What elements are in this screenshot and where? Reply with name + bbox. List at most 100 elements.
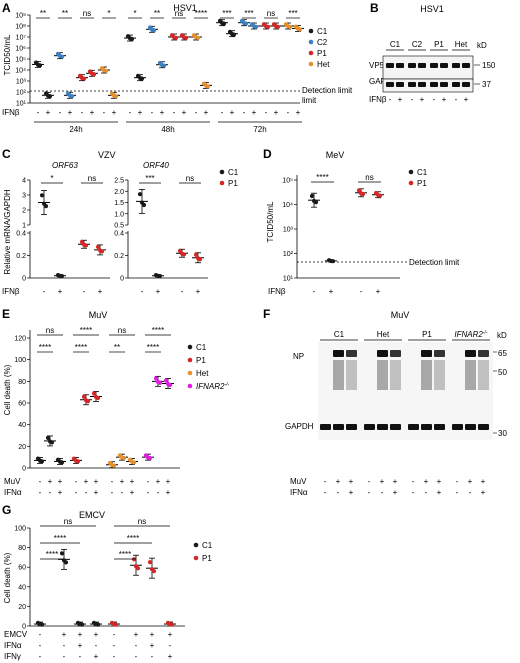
ifn-minus: -	[265, 108, 268, 117]
band-np	[465, 350, 476, 357]
panel-a: A HSV1 TCID50/mL 10⁹ 10⁸ 10⁷ 10⁶ 10⁵ 10⁴ 10³ 10…	[2, 1, 353, 134]
emcv-sign: +	[78, 630, 83, 639]
panel-c-gene-orf63: ORF63	[52, 161, 78, 170]
panel-b-label: B	[370, 1, 379, 15]
sig-label: ns	[64, 517, 72, 526]
legend-marker-P1	[193, 555, 199, 561]
y-tick-label: 60	[18, 401, 26, 408]
ifn-minus: -	[433, 95, 436, 104]
group-C2-plus	[64, 91, 76, 99]
data-point	[155, 379, 161, 384]
legend-label-Het: Het	[317, 60, 330, 69]
sig-label: *	[50, 174, 53, 183]
ifn-sign: +	[130, 488, 135, 497]
panel-g-title: EMCV	[79, 510, 105, 520]
lane-label-Het: Het	[455, 40, 468, 49]
panel-c-label: C	[2, 147, 11, 161]
panel-d-detection-limit: Detection limit	[409, 258, 460, 267]
group	[152, 273, 164, 279]
panel-d-label: D	[263, 147, 272, 161]
panel-f-row-ifna: IFNα	[290, 488, 308, 497]
data-point	[149, 27, 155, 32]
legend-marker-Het	[308, 61, 314, 67]
band-smear	[478, 360, 489, 390]
ifn-plus: +	[138, 108, 143, 117]
group-P1-minus	[168, 33, 180, 41]
data-point	[133, 564, 139, 569]
data-point	[328, 258, 334, 264]
panel-f-band-gapdh: GAPDH	[285, 422, 314, 431]
data-point	[81, 394, 87, 399]
ifn-sign: -	[456, 488, 459, 497]
data-point	[89, 71, 95, 76]
band-smear	[346, 360, 357, 390]
emcv-sign: -	[39, 630, 42, 639]
ifn-sign: -	[147, 488, 150, 497]
ifn-minus: -	[411, 95, 414, 104]
legend-label-P1: P1	[196, 356, 206, 365]
ifn-sign: -	[75, 488, 78, 497]
band-smear	[434, 360, 445, 390]
group-P1-plus	[86, 69, 98, 77]
y-tick-label: 10⁴	[282, 202, 293, 209]
y-tick-label: 0	[22, 276, 26, 283]
group-Het-plus	[200, 81, 212, 89]
ifn-sign: -	[337, 488, 340, 497]
legend-label-P1: P1	[202, 554, 212, 563]
sig-label: ****	[46, 550, 58, 559]
data-point	[149, 567, 155, 572]
group	[38, 190, 50, 215]
ifna-sign: -	[39, 641, 42, 650]
sig-label: ****	[80, 326, 92, 335]
data-point	[309, 193, 315, 199]
data-point	[93, 622, 99, 627]
ifn-plus: +	[90, 108, 95, 117]
ifn-plus: +	[182, 108, 187, 117]
group-P1-minus	[76, 73, 88, 82]
data-point	[127, 36, 133, 41]
y-tick-label: 40	[18, 584, 26, 591]
panel-b-ifn-label: IFNβ	[369, 95, 387, 104]
group	[58, 548, 70, 570]
ifn-sign: -	[121, 488, 124, 497]
ifn-minus: -	[129, 108, 132, 117]
ifn-plus: +	[98, 287, 103, 296]
panel-e-row-muv: MuV	[4, 477, 21, 486]
panel-f-kd: kD	[497, 331, 507, 340]
group-Het-plus	[108, 91, 120, 99]
ifn-sign: +	[166, 488, 171, 497]
panel-f-row-muv: MuV	[290, 477, 307, 486]
band-vp5	[430, 63, 438, 68]
group-C1-plus	[42, 91, 54, 99]
ifn-minus: -	[243, 108, 246, 117]
group	[152, 375, 164, 387]
data-point	[91, 391, 97, 396]
band-gapdh	[320, 424, 331, 430]
ifn-minus: -	[141, 287, 144, 296]
band-gapdh	[364, 424, 375, 430]
data-point	[311, 198, 317, 203]
y-tick-label: 1.0	[114, 211, 124, 218]
ifn-sign: +	[437, 488, 442, 497]
ifn-plus: +	[464, 95, 469, 104]
data-point	[109, 462, 115, 468]
group-Het-minus	[190, 33, 202, 41]
data-point	[93, 394, 99, 400]
data-point	[67, 93, 73, 98]
y-tick-label: 10⁸	[15, 24, 26, 31]
sig-label: ****	[127, 534, 139, 543]
legend-marker-C1	[187, 344, 193, 350]
data-point	[119, 455, 125, 460]
data-point	[101, 68, 107, 73]
y-tick-label: 10⁷	[16, 35, 27, 42]
data-point	[179, 251, 185, 256]
data-point	[241, 20, 247, 26]
panel-f-label: F	[263, 307, 270, 321]
group-C2-plus	[156, 60, 168, 69]
band-gapdh	[333, 424, 344, 430]
band-np	[478, 350, 489, 357]
data-point	[273, 24, 279, 29]
muv-sign: +	[48, 477, 53, 486]
panel-d-ylabel: TCID50/mL	[266, 201, 275, 242]
